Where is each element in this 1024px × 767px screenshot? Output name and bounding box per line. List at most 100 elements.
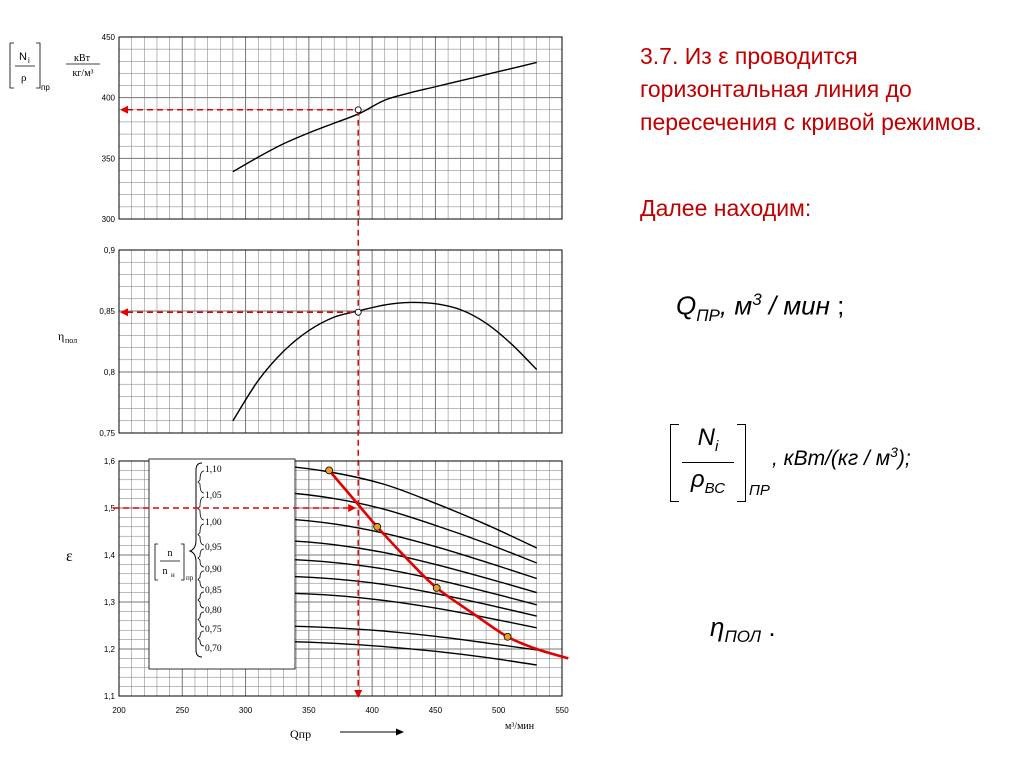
- y-tick-label: 1,2: [104, 645, 116, 654]
- power-chart: 300 350 400 450: [102, 33, 563, 224]
- legend-sub-brace: [197, 630, 205, 647]
- guide-arrow-left-power: [120, 105, 128, 114]
- x-tick-label: 450: [429, 706, 443, 715]
- legend-sub-brace: [197, 523, 205, 546]
- formula-flow-unit-rest: / мин: [761, 290, 830, 321]
- plot-frame: [118, 36, 563, 220]
- y-tick-label: 450: [102, 33, 116, 42]
- legend-label-0,85: 0,85: [205, 586, 222, 596]
- formula-efficiency-sub: ПОЛ: [724, 627, 762, 647]
- y-tick-label: 0,9: [104, 246, 116, 255]
- formula-flow: QПР, м3 / мин ;: [676, 290, 844, 326]
- legend-title-sub: пр: [186, 574, 194, 582]
- y-tick-label: 1,4: [104, 551, 116, 560]
- legend-label-1,00: 1,00: [205, 518, 222, 528]
- y-tick-label: 350: [102, 154, 116, 163]
- x-tick-label: 300: [239, 706, 253, 715]
- legend-label-0,95: 0,95: [205, 543, 222, 553]
- efficiency-label: η: [58, 329, 64, 343]
- power-marker: [354, 106, 362, 114]
- formula-power-fraction-bar: [682, 462, 734, 463]
- plot-frame: [118, 460, 563, 697]
- y-tick-label: 300: [102, 215, 116, 224]
- legend-label-1,05: 1,05: [205, 491, 222, 501]
- y-tick-label: 1,3: [104, 598, 116, 607]
- y-tick-label: 1,5: [104, 504, 116, 513]
- x-axis-label: Qпр: [290, 727, 311, 741]
- formula-power-bracket-right: [737, 424, 746, 502]
- legend-label-1,10: 1,10: [205, 465, 222, 475]
- power-label-bracket-right: [36, 42, 41, 89]
- power-label-num-sub: i: [28, 56, 30, 65]
- legend-brace: [188, 462, 203, 658]
- legend-sub-brace: [197, 611, 205, 628]
- reading-guides: [113, 105, 363, 698]
- formula-flow-symbol: Q: [676, 290, 697, 321]
- legend-title-bracket-right: [181, 543, 185, 581]
- efficiency-curve: [232, 301, 538, 422]
- formula-power: Ni ρВС ПР , кВт/(кг / м3);: [670, 418, 990, 502]
- formula-efficiency: ηПОЛ .: [710, 612, 776, 647]
- formula-efficiency-end: .: [768, 612, 776, 642]
- x-tick-label: 200: [112, 706, 126, 715]
- efficiency-marker: [354, 308, 362, 316]
- x-tick-label: 550: [555, 706, 569, 715]
- y-tick-label: 1,1: [104, 692, 116, 701]
- formula-flow-end: ;: [837, 290, 845, 321]
- formula-flow-unit-sup: 3: [752, 290, 762, 309]
- legend-label-0,75: 0,75: [205, 625, 222, 635]
- legend-sub-brace: [197, 470, 205, 494]
- pressure-ratio-chart: 1,1 1,2 1,3 1,4 1,5 1,6 200 250 300 350 400 450 500 5…: [104, 457, 569, 715]
- surge-marker: [325, 466, 334, 475]
- legend-title-num: n: [168, 548, 173, 559]
- formula-power-numerator: Ni: [697, 424, 719, 455]
- legend-sub-brace: [197, 570, 205, 589]
- y-tick-label: 400: [102, 94, 116, 103]
- legend-title-den-sub: н: [171, 571, 175, 579]
- formula-power-bracket-left: [670, 424, 679, 502]
- guide-arrow-down: [354, 690, 363, 698]
- x-tick-label: 350: [302, 706, 316, 715]
- legend-title-den: n: [163, 566, 168, 577]
- surge-marker: [373, 522, 382, 531]
- legend-sub-brace: [197, 548, 205, 568]
- y-tick-label: 1,6: [104, 457, 116, 466]
- surge-marker: [503, 632, 512, 641]
- legend-label-0,70: 0,70: [205, 644, 222, 654]
- efficiency-label-sub: пол: [65, 336, 77, 345]
- power-curve: [232, 61, 537, 173]
- formula-power-denominator: ρВС: [690, 466, 726, 497]
- guide-arrow-right: [348, 504, 357, 512]
- slide-heading: 3.7. Из ε проводится горизонтальная лини…: [640, 43, 982, 135]
- formula-efficiency-symbol: η: [710, 612, 725, 642]
- legend-sub-brace: [197, 591, 205, 609]
- formula-power-sub: ПР: [749, 482, 770, 499]
- x-axis-unit: м³/мин: [505, 721, 535, 732]
- x-tick-label: 400: [365, 706, 379, 715]
- formula-flow-unit: , м: [719, 290, 753, 321]
- power-label-den: ρ: [21, 72, 27, 84]
- power-label-sub: пр: [41, 83, 50, 92]
- y-tick-label: 0,85: [99, 307, 115, 316]
- x-tick-label: 250: [176, 706, 190, 715]
- power-label-num: N: [19, 51, 27, 63]
- power-label-bracket-left: [9, 42, 14, 89]
- power-unit-num: кВт: [74, 53, 91, 64]
- x-axis-arrow-head: [396, 728, 404, 736]
- legend-label-0,80: 0,80: [205, 606, 222, 616]
- power-unit-den: кг/м³: [72, 68, 93, 79]
- plot-frame: [118, 249, 563, 434]
- guide-arrow-left-efficiency: [120, 308, 128, 317]
- slide-subheading: Далее находим:: [640, 195, 812, 221]
- surge-marker: [432, 584, 441, 592]
- efficiency-chart: 0,75 0,8 0,85 0,9: [99, 246, 563, 438]
- formula-flow-sub: ПР: [696, 305, 720, 325]
- y-tick-label: 0,75: [99, 429, 115, 438]
- formula-power-unit: , кВт/(кг / м3);: [772, 444, 911, 470]
- epsilon-label: ε: [66, 548, 73, 565]
- x-tick-label: 500: [492, 706, 506, 715]
- legend-box: [148, 458, 296, 670]
- legend-label-0,90: 0,90: [205, 565, 222, 575]
- y-tick-label: 0,8: [104, 368, 116, 377]
